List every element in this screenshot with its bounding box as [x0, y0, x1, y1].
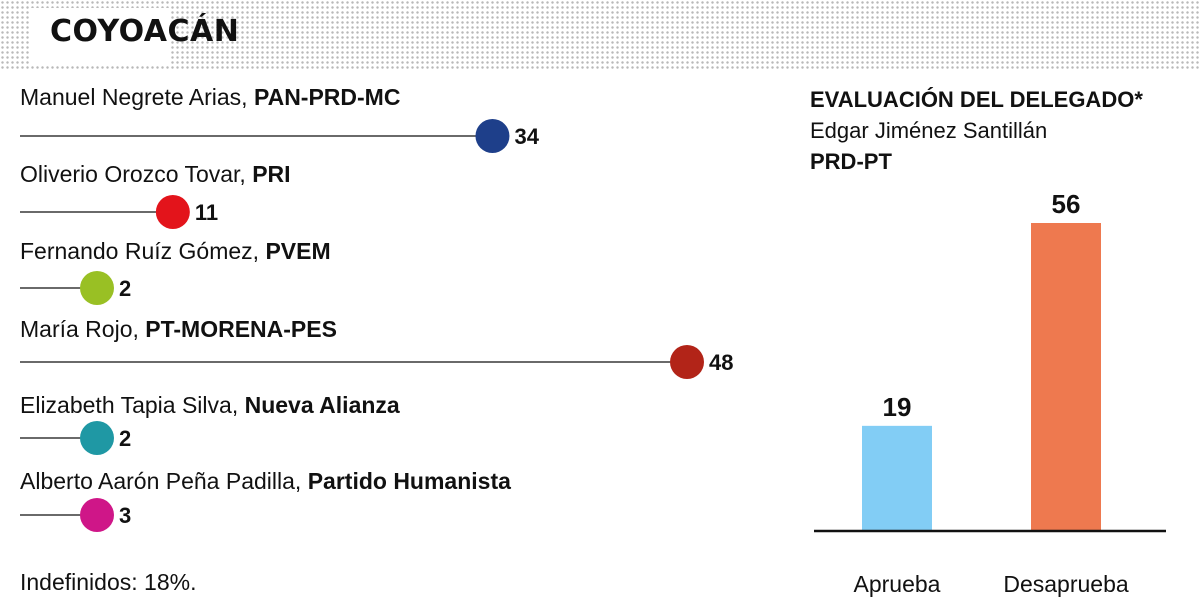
value-label: 2	[119, 426, 131, 451]
lollipop-dot	[80, 498, 114, 532]
page-title: COYOACÁN	[50, 14, 240, 49]
category-label: Desaprueba	[1003, 571, 1129, 597]
value-label: 34	[514, 124, 539, 149]
undecided-footnote: Indefinidos: 18%.	[20, 569, 197, 595]
category-label: Aprueba	[854, 571, 941, 597]
lollipop-dot	[80, 271, 114, 305]
value-label: 11	[195, 200, 218, 225]
bar-value-label: 56	[1052, 189, 1081, 219]
candidate-party: PVEM	[265, 238, 331, 264]
candidate-label: Oliverio Orozco Tovar, PRI	[20, 161, 291, 187]
dotted-header-background	[0, 0, 1201, 70]
bar-value-label: 19	[883, 392, 912, 422]
evaluation-person: Edgar Jiménez Santillán	[810, 118, 1048, 143]
candidate-party: PRI	[252, 161, 291, 187]
candidate-name: Fernando Ruíz Gómez,	[20, 238, 266, 264]
candidate-label: Fernando Ruíz Gómez, PVEM	[20, 238, 331, 264]
candidate-name: María Rojo,	[20, 316, 146, 342]
evaluation-party: PRD-PT	[810, 149, 892, 174]
candidate-label: María Rojo, PT-MORENA-PES	[20, 316, 337, 342]
lollipop-dot	[670, 345, 704, 379]
candidate-party: Nueva Alianza	[244, 392, 400, 418]
value-label: 3	[119, 503, 131, 528]
title-background	[30, 8, 170, 66]
lollipop-dot	[155, 195, 190, 229]
candidate-name: Oliverio Orozco Tovar,	[20, 161, 253, 187]
evaluation-heading: EVALUACIÓN DEL DELEGADO*	[810, 87, 1143, 112]
value-label: 2	[119, 276, 131, 301]
lollipop-dot	[475, 119, 510, 153]
bar	[862, 425, 932, 530]
value-label: 48	[709, 350, 733, 375]
candidate-name: Manuel Negrete Arias,	[20, 84, 254, 110]
candidate-party: Partido Humanista	[307, 468, 511, 494]
candidate-label: Manuel Negrete Arias, PAN-PRD-MC	[20, 84, 400, 110]
candidate-label: Alberto Aarón Peña Padilla, Partido Huma…	[20, 468, 511, 494]
candidate-party: PAN-PRD-MC	[253, 84, 401, 110]
bar	[1031, 223, 1101, 530]
lollipop-dot	[80, 421, 114, 455]
candidate-label: Elizabeth Tapia Silva, Nueva Alianza	[20, 392, 400, 418]
candidate-name: Alberto Aarón Peña Padilla,	[20, 468, 308, 494]
candidate-name: Elizabeth Tapia Silva,	[20, 392, 245, 418]
candidate-party: PT-MORENA-PES	[145, 316, 337, 342]
